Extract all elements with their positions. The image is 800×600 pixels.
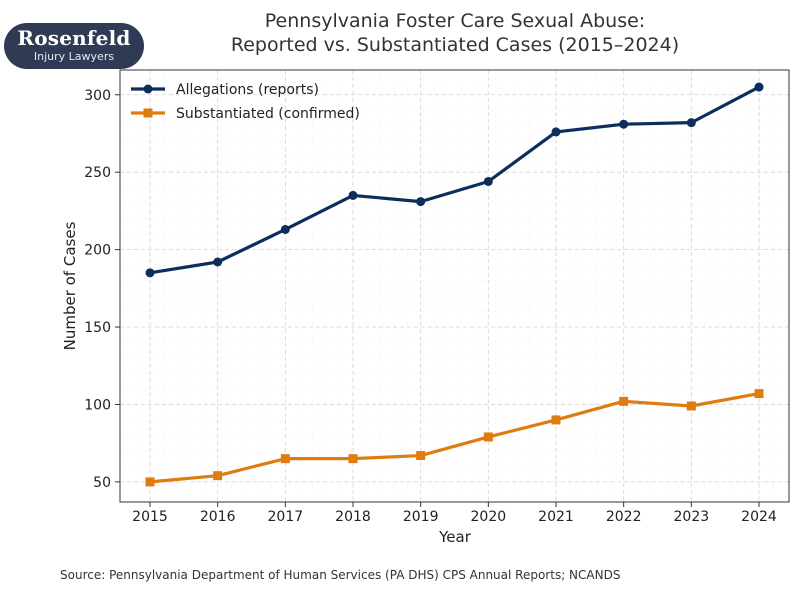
data-point-allegations bbox=[686, 118, 696, 128]
x-tick-label: 2016 bbox=[200, 509, 236, 525]
data-point-allegations bbox=[551, 127, 561, 137]
data-point-substantiated bbox=[348, 454, 358, 464]
data-point-substantiated bbox=[280, 454, 290, 464]
y-tick-label: 300 bbox=[84, 88, 111, 104]
plot-frame bbox=[119, 69, 790, 503]
x-tick-label: 2022 bbox=[606, 509, 642, 525]
legend-entry-label: Allegations (reports) bbox=[176, 82, 319, 98]
data-point-substantiated bbox=[483, 432, 493, 442]
data-point-substantiated bbox=[754, 389, 764, 399]
series-line-2 bbox=[148, 392, 761, 484]
x-tick-label: 2015 bbox=[132, 509, 168, 525]
series bbox=[145, 82, 764, 487]
data-point-allegations bbox=[483, 176, 493, 186]
data-point-substantiated bbox=[416, 451, 426, 461]
legend: Allegations (reports) Substantiated (conf… bbox=[131, 82, 360, 122]
y-tick-label: 50 bbox=[93, 475, 111, 491]
data-point-substantiated bbox=[145, 477, 155, 487]
data-point-substantiated bbox=[551, 415, 561, 425]
y-axis-label: Number of Cases bbox=[61, 221, 79, 350]
data-point-allegations bbox=[280, 224, 290, 234]
series-line-1 bbox=[148, 85, 761, 275]
y-tick-label: 250 bbox=[84, 165, 111, 181]
grid bbox=[120, 70, 789, 502]
y-tick-label: 100 bbox=[84, 397, 111, 413]
x-tick-label: 2017 bbox=[268, 509, 304, 525]
x-tick-label: 2023 bbox=[674, 509, 710, 525]
x-tick-label: 2020 bbox=[471, 509, 507, 525]
x-axis-label: Year bbox=[438, 528, 472, 546]
x-tick-label: 2018 bbox=[335, 509, 371, 525]
source-note: Source: Pennsylvania Department of Human… bbox=[60, 568, 621, 582]
data-point-allegations bbox=[348, 190, 358, 200]
logo-name: Rosenfeld bbox=[17, 26, 131, 50]
logo-tagline: Injury Lawyers bbox=[33, 50, 115, 63]
y-tick-label: 200 bbox=[84, 243, 111, 259]
legend-swatch-square-marker bbox=[143, 108, 153, 118]
data-point-substantiated bbox=[619, 396, 629, 406]
legend-swatch-circle-marker bbox=[143, 84, 153, 94]
chart-title-line-1: Pennsylvania Foster Care Sexual Abuse: bbox=[265, 10, 645, 32]
rosenfeld-logo: Rosenfeld Injury Lawyers bbox=[4, 23, 144, 69]
data-point-allegations bbox=[416, 197, 426, 207]
y-tick-label: 150 bbox=[84, 320, 111, 336]
data-point-allegations bbox=[145, 268, 155, 278]
ticks: 2015 2016 2017 2018 2019 2020 2021 2022 2023 2024… bbox=[84, 88, 777, 525]
chart-title-line-2: Reported vs. Substantiated Cases (2015–2… bbox=[231, 34, 679, 56]
data-point-allegations bbox=[619, 119, 629, 129]
x-tick-label: 2024 bbox=[741, 509, 777, 525]
data-point-allegations bbox=[213, 257, 223, 267]
legend-entry-label: Substantiated (confirmed) bbox=[176, 106, 360, 122]
x-tick-label: 2019 bbox=[403, 509, 439, 525]
data-point-substantiated bbox=[213, 471, 223, 481]
data-point-allegations bbox=[754, 82, 764, 92]
x-tick-label: 2021 bbox=[538, 509, 574, 525]
data-point-substantiated bbox=[686, 401, 696, 411]
axes bbox=[119, 69, 790, 503]
